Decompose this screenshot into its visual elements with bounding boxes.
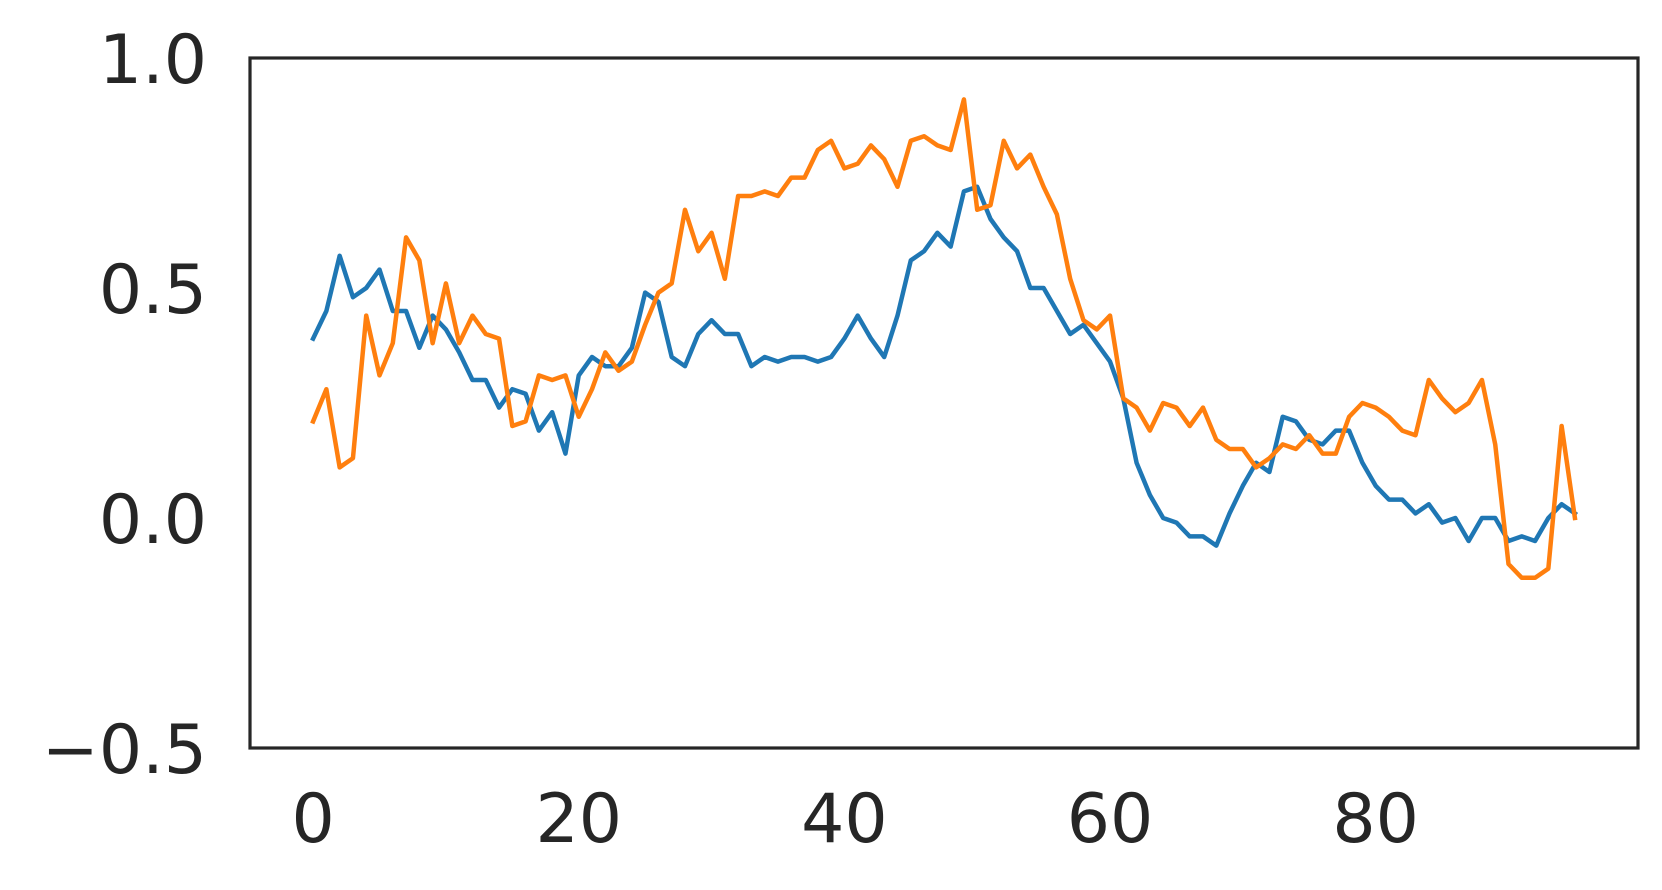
x-tick-label: 40 xyxy=(801,780,888,859)
x-tick-label: 20 xyxy=(535,780,622,859)
x-tick-label: 60 xyxy=(1067,780,1154,859)
y-tick-label: 0.0 xyxy=(99,481,207,560)
plot-area xyxy=(310,97,1579,581)
y-tick-label: 1.0 xyxy=(99,21,207,100)
x-tick-label: 0 xyxy=(291,780,334,859)
x-tick-label: 80 xyxy=(1332,780,1419,859)
y-tick-label: −0.5 xyxy=(42,711,207,790)
series-line-1 xyxy=(310,184,1579,548)
axes: 0 20 40 60 80 −0.5 0.0 0.5 1.0 xyxy=(42,21,1640,859)
series-line-2 xyxy=(310,97,1578,581)
plot-frame xyxy=(248,56,1640,750)
y-tick-label: 0.5 xyxy=(99,251,207,330)
